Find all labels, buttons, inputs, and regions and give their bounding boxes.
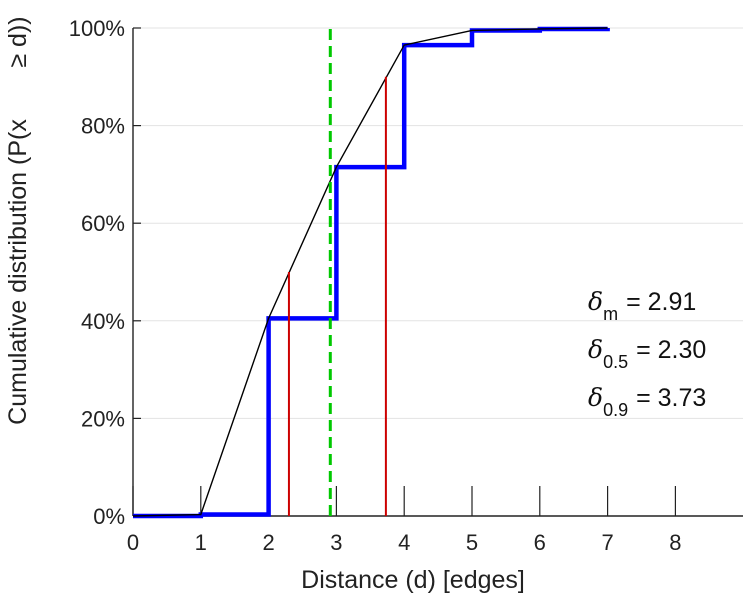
- y-tick-label-4: 80%: [81, 114, 125, 139]
- delta-subscript: 0.5: [603, 352, 628, 372]
- y-tick-label-2: 40%: [81, 309, 125, 334]
- y-tick-label-1: 20%: [81, 406, 125, 431]
- tick-marks: [132, 27, 677, 517]
- x-tick-label-4: 4: [398, 530, 410, 555]
- x-tick-label-0: 0: [127, 530, 139, 555]
- x-tick-label-8: 8: [669, 530, 681, 555]
- x-tick-label-2: 2: [262, 530, 274, 555]
- delta-value: = 3.73: [636, 384, 706, 412]
- delta-value: = 2.91: [626, 288, 696, 316]
- delta-symbol: δ: [588, 287, 603, 316]
- delta-value: = 2.30: [636, 336, 706, 364]
- y-tick-label-5: 100%: [69, 16, 125, 41]
- grid-lines: [133, 27, 743, 419]
- annotation-1: δ0.5 = 2.30: [588, 335, 706, 372]
- x-tick-label-5: 5: [466, 530, 478, 555]
- annotation-0: δm = 2.91: [588, 287, 696, 324]
- interpolated-cdf-line: [132, 27, 608, 517]
- marker-lines: [287, 28, 387, 516]
- axes: [132, 28, 743, 517]
- series-layer: [132, 26, 610, 519]
- x-tick-labels: 0 1 2 3 4 5 6 7 8: [127, 530, 682, 555]
- x-tick-label-1: 1: [195, 530, 207, 555]
- delta-symbol: δ: [588, 335, 603, 364]
- y-axis-label-suffix: ≥ d)): [4, 16, 32, 67]
- y-tick-labels: 0% 20% 40% 60% 80% 100%: [69, 16, 125, 529]
- x-tick-label-7: 7: [601, 530, 613, 555]
- delta-symbol: δ: [588, 383, 603, 412]
- annotation-2: δ0.9 = 3.73: [588, 383, 706, 420]
- x-tick-label-3: 3: [330, 530, 342, 555]
- y-tick-label-3: 60%: [81, 211, 125, 236]
- delta-subscript: 0.9: [603, 400, 628, 420]
- delta-subscript: m: [603, 304, 618, 324]
- x-tick-label-6: 6: [534, 530, 546, 555]
- step-cdf-line: [133, 26, 610, 519]
- x-axis-label: Distance (d) [edges]: [301, 566, 525, 594]
- y-tick-label-0: 0%: [93, 504, 125, 529]
- y-axis-label: Cumulative distribution (P(x: [4, 119, 32, 425]
